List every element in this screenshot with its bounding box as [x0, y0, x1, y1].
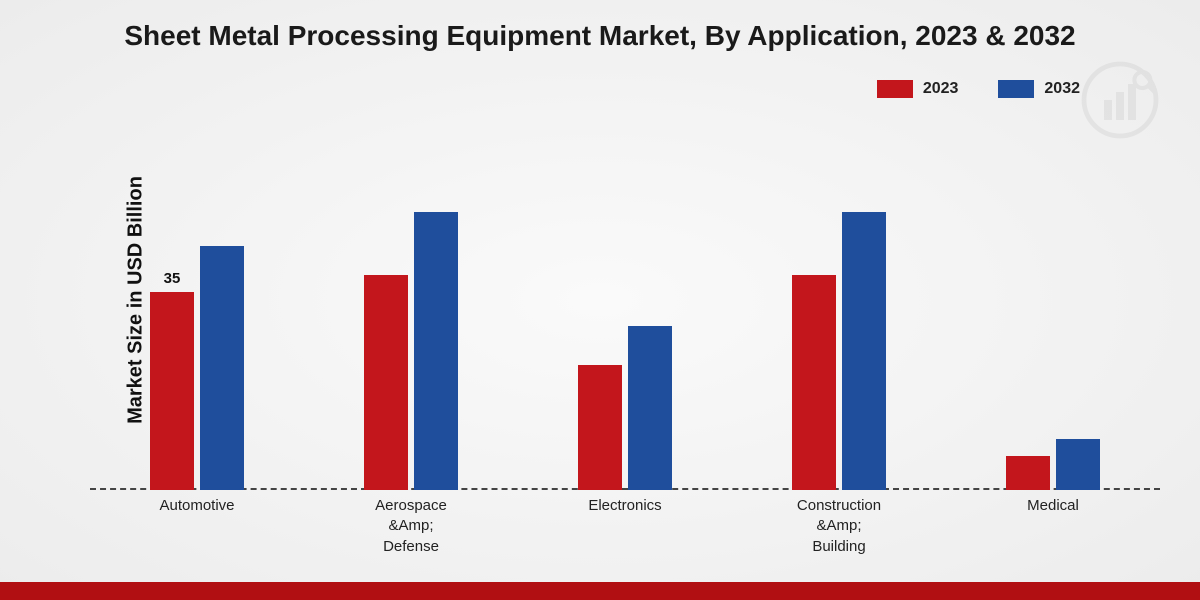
- bar: [364, 275, 408, 490]
- bar: [1056, 439, 1100, 490]
- category-label: Construction&Amp;Building: [797, 496, 881, 557]
- bar-group: [578, 326, 672, 490]
- legend-swatch-2032: [998, 80, 1034, 98]
- watermark-logo-icon: [1080, 60, 1160, 140]
- legend-swatch-2023: [877, 80, 913, 98]
- category-label: Medical: [1027, 496, 1079, 516]
- bar: 35: [150, 292, 194, 490]
- legend-item-2023: 2023: [877, 80, 959, 98]
- bar: [414, 212, 458, 490]
- legend-label-2032: 2032: [1044, 80, 1080, 98]
- category-label: Electronics: [588, 496, 661, 516]
- category-labels: Automotive Aerospace&Amp;Defense Electroni…: [90, 490, 1160, 560]
- footer-stripe: [0, 582, 1200, 600]
- bar: [792, 275, 836, 490]
- bar: [578, 365, 622, 490]
- bar: [842, 212, 886, 490]
- bar-value-label: 35: [164, 270, 181, 287]
- chart-title: Sheet Metal Processing Equipment Market,…: [0, 20, 1200, 52]
- category-label: Automotive: [159, 496, 234, 516]
- bar: [1006, 456, 1050, 490]
- bar-group: 35: [150, 246, 244, 490]
- bar-group: [1006, 439, 1100, 490]
- plot-area: 35: [90, 150, 1160, 490]
- legend-item-2032: 2032: [998, 80, 1080, 98]
- bar-group: [792, 212, 886, 490]
- bar: [628, 326, 672, 490]
- bar-group: [364, 212, 458, 490]
- bar: [200, 246, 244, 490]
- legend: 2023 2032: [877, 80, 1080, 98]
- category-label: Aerospace&Amp;Defense: [375, 496, 447, 557]
- legend-label-2023: 2023: [923, 80, 959, 98]
